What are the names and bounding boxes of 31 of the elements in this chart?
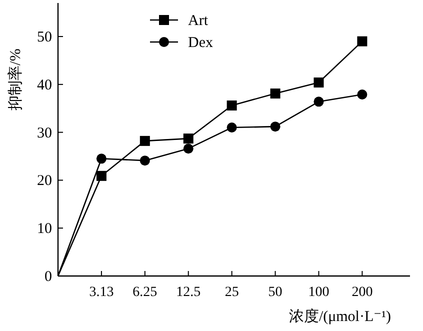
point bbox=[96, 170, 106, 181]
x-tick-label: 25 bbox=[224, 285, 239, 300]
point bbox=[270, 88, 280, 99]
y-tick-label: 0 bbox=[44, 269, 52, 285]
point bbox=[140, 156, 150, 166]
y-tick-label: 10 bbox=[37, 221, 52, 238]
x-tick-label: 12.5 bbox=[176, 285, 201, 300]
y-tick-label: 30 bbox=[37, 125, 52, 142]
point bbox=[96, 154, 106, 164]
point bbox=[270, 122, 280, 132]
y-tick-label: 20 bbox=[37, 173, 52, 190]
point bbox=[314, 78, 324, 88]
point bbox=[314, 96, 324, 107]
y-tick-label: 40 bbox=[37, 77, 52, 94]
point bbox=[183, 144, 194, 154]
x-tick-label: 6.25 bbox=[132, 285, 158, 300]
x-tick-label: 50 bbox=[268, 285, 282, 300]
x-tick-label: 3.13 bbox=[89, 285, 114, 300]
point bbox=[226, 100, 237, 110]
x-tick-label: 100 bbox=[308, 285, 330, 300]
point bbox=[226, 122, 237, 133]
y-axis-title: 抑制率/% bbox=[7, 48, 24, 110]
point bbox=[183, 134, 194, 144]
x-tick-label: 200 bbox=[352, 285, 373, 300]
y-tick-label: 50 bbox=[37, 30, 52, 46]
point bbox=[140, 136, 150, 146]
legend-label: Dex bbox=[188, 35, 214, 51]
x-axis-title: 浓度/(μmol·L⁻¹) bbox=[288, 308, 392, 325]
point bbox=[357, 36, 368, 46]
point bbox=[357, 89, 368, 100]
legend-label: Art bbox=[188, 13, 209, 29]
